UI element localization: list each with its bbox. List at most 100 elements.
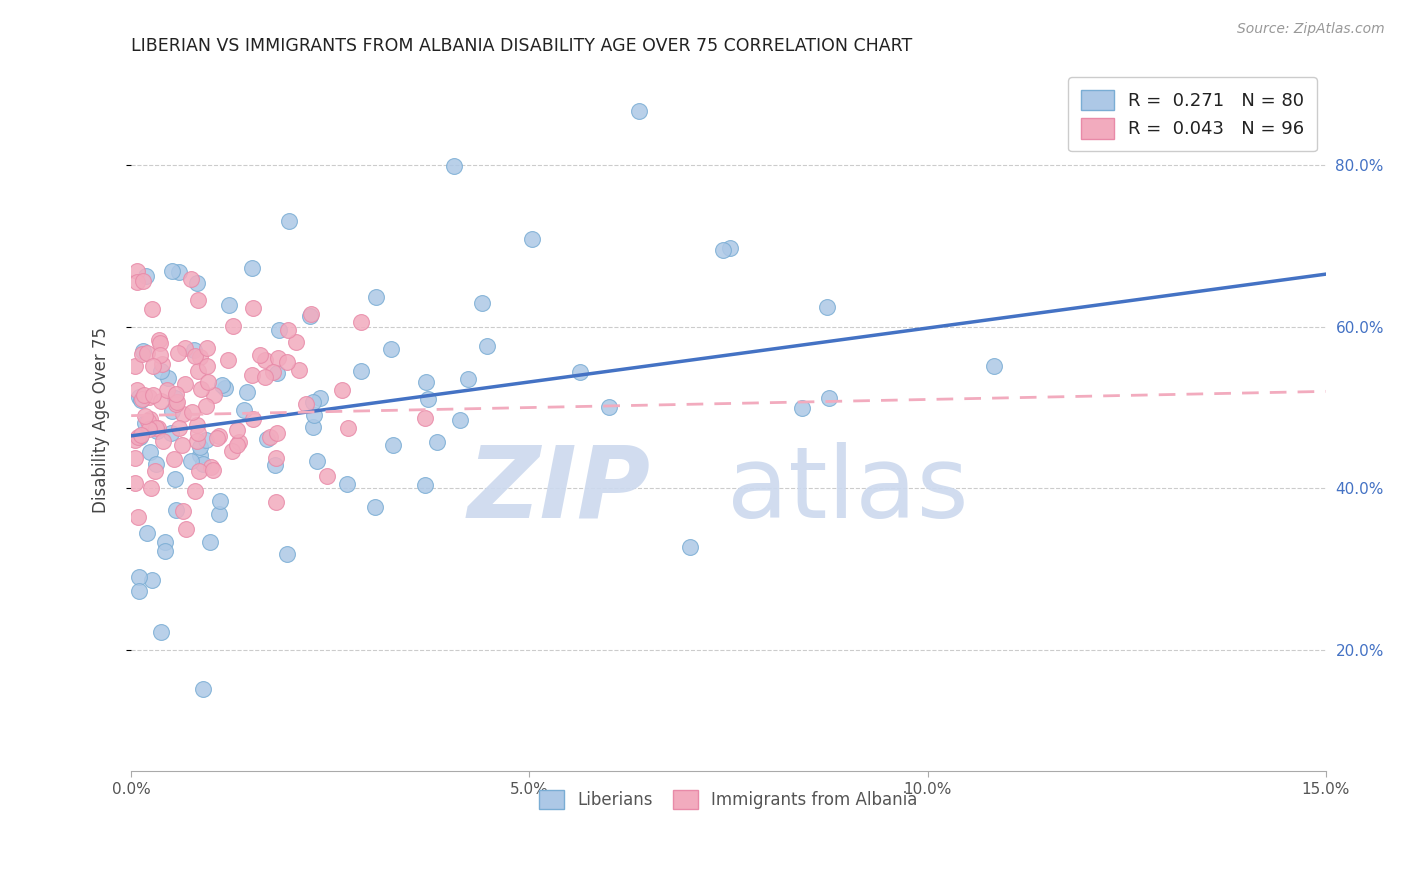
Point — [413, 478, 436, 492]
Point — [277, 323, 299, 337]
Point — [183, 349, 205, 363]
Point — [188, 464, 211, 478]
Point — [679, 540, 702, 554]
Point — [136, 346, 159, 360]
Point — [449, 413, 471, 427]
Point — [259, 430, 281, 444]
Point — [149, 393, 172, 408]
Point — [382, 438, 405, 452]
Point — [418, 392, 440, 406]
Point — [253, 369, 276, 384]
Point — [413, 411, 436, 425]
Point — [128, 390, 150, 404]
Point — [298, 309, 321, 323]
Point — [190, 382, 212, 396]
Point — [330, 383, 353, 397]
Point — [186, 277, 208, 291]
Point — [208, 494, 231, 508]
Point — [264, 458, 287, 472]
Point — [128, 583, 150, 598]
Point — [167, 265, 190, 279]
Point — [148, 333, 170, 347]
Point — [426, 435, 449, 450]
Point — [983, 359, 1005, 373]
Point — [186, 434, 208, 448]
Point — [127, 509, 149, 524]
Point — [288, 362, 311, 376]
Point — [457, 371, 479, 385]
Point — [134, 409, 156, 424]
Point — [187, 293, 209, 307]
Point — [152, 434, 174, 449]
Point — [132, 343, 155, 358]
Point — [299, 307, 322, 321]
Point — [240, 368, 263, 382]
Point — [153, 544, 176, 558]
Point — [131, 347, 153, 361]
Point — [284, 334, 307, 349]
Point — [443, 159, 465, 173]
Point — [170, 438, 193, 452]
Point — [366, 290, 388, 304]
Point — [235, 384, 257, 399]
Point — [138, 444, 160, 458]
Point — [218, 298, 240, 312]
Point — [316, 468, 339, 483]
Point — [193, 457, 215, 471]
Point — [139, 481, 162, 495]
Point — [129, 393, 152, 408]
Point — [160, 404, 183, 418]
Point — [124, 359, 146, 374]
Point — [188, 440, 211, 454]
Point — [142, 388, 165, 402]
Point — [148, 348, 170, 362]
Point — [165, 397, 187, 411]
Point — [138, 422, 160, 436]
Point — [172, 504, 194, 518]
Point — [180, 272, 202, 286]
Point — [165, 503, 187, 517]
Point — [188, 448, 211, 462]
Point — [129, 430, 152, 444]
Point — [127, 264, 149, 278]
Text: Source: ZipAtlas.com: Source: ZipAtlas.com — [1237, 22, 1385, 37]
Point — [195, 342, 218, 356]
Text: atlas: atlas — [727, 442, 969, 539]
Point — [350, 314, 373, 328]
Point — [198, 534, 221, 549]
Point — [262, 365, 284, 379]
Point — [568, 365, 591, 379]
Point — [302, 409, 325, 423]
Point — [141, 302, 163, 317]
Point — [208, 507, 231, 521]
Point — [138, 390, 160, 404]
Point — [163, 391, 186, 405]
Point — [146, 421, 169, 435]
Point — [792, 401, 814, 415]
Point — [720, 241, 742, 255]
Point — [380, 342, 402, 356]
Point — [132, 274, 155, 288]
Point — [276, 354, 298, 368]
Point — [127, 430, 149, 444]
Point — [165, 472, 187, 486]
Point — [308, 391, 330, 405]
Point — [221, 443, 243, 458]
Point — [127, 275, 149, 289]
Point — [129, 428, 152, 442]
Point — [172, 407, 194, 421]
Point — [167, 421, 190, 435]
Point — [336, 420, 359, 434]
Point — [174, 522, 197, 536]
Point — [145, 457, 167, 471]
Point — [197, 375, 219, 389]
Point — [124, 450, 146, 465]
Point — [711, 243, 734, 257]
Point — [475, 339, 498, 353]
Point — [173, 342, 195, 356]
Point — [242, 301, 264, 315]
Y-axis label: Disability Age Over 75: Disability Age Over 75 — [93, 326, 110, 513]
Point — [156, 383, 179, 397]
Point — [336, 477, 359, 491]
Point — [815, 300, 838, 314]
